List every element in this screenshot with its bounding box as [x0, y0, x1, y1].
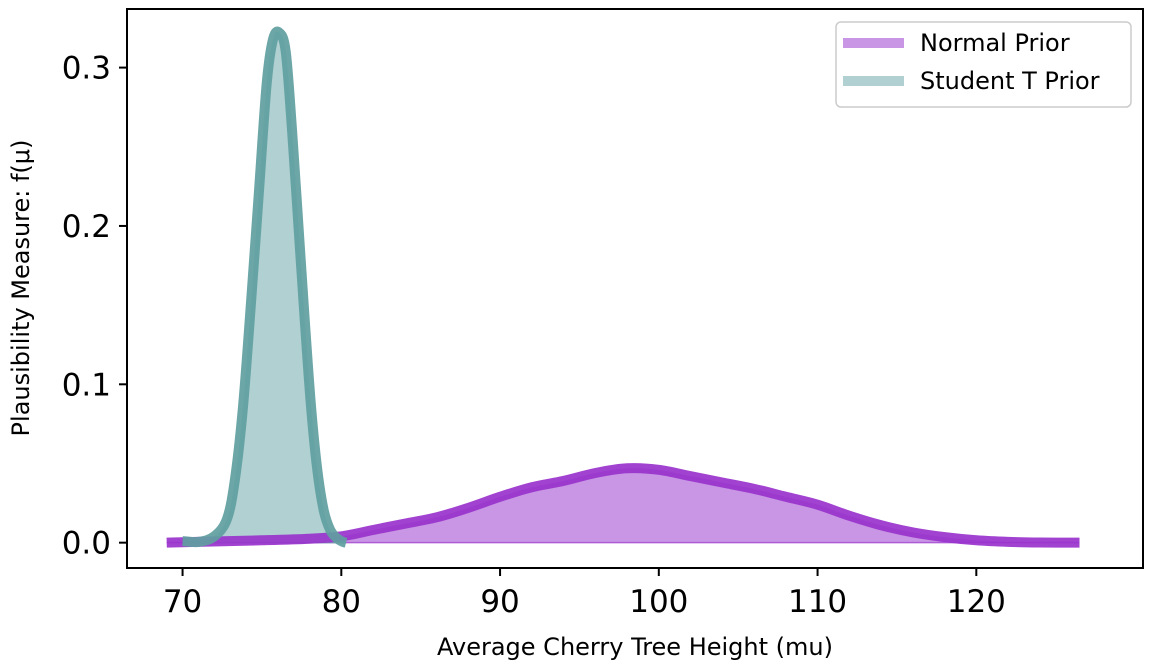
series-line-normal-prior [166, 463, 1080, 548]
series-lines [166, 26, 1080, 548]
x-tick-label: 120 [947, 584, 1006, 620]
y-tick-label: 0.3 [62, 51, 111, 87]
x-tick-label: 80 [322, 584, 361, 620]
plot-area-frame [126, 8, 1144, 569]
x-axis-label: Average Cherry Tree Height (mu) [437, 633, 833, 661]
x-tick-label: 100 [629, 584, 688, 620]
legend: Normal Prior Student T Prior [835, 21, 1132, 108]
x-tick-label: 110 [788, 584, 847, 620]
y-axis-ticks: 0.0 0.1 0.2 0.3 [62, 51, 127, 562]
x-tick-label: 90 [480, 584, 519, 620]
legend-frame [835, 21, 1132, 108]
legend-label-student-t-prior: Student T Prior [920, 67, 1100, 95]
x-tick-label: 70 [163, 584, 202, 620]
y-tick-label: 0.2 [62, 209, 111, 245]
x-axis-ticks: 70 80 90 100 110 120 [163, 568, 1006, 620]
legend-label-normal-prior: Normal Prior [920, 29, 1070, 57]
series-line-student-t-prior [182, 26, 348, 548]
series-area-student-t-prior [182, 31, 347, 543]
y-axis-label: Plausibility Measure: f(μ) [7, 140, 35, 437]
y-tick-label: 0.0 [62, 526, 111, 562]
y-tick-label: 0.1 [62, 367, 111, 403]
series-area-normal-prior [166, 468, 1080, 543]
